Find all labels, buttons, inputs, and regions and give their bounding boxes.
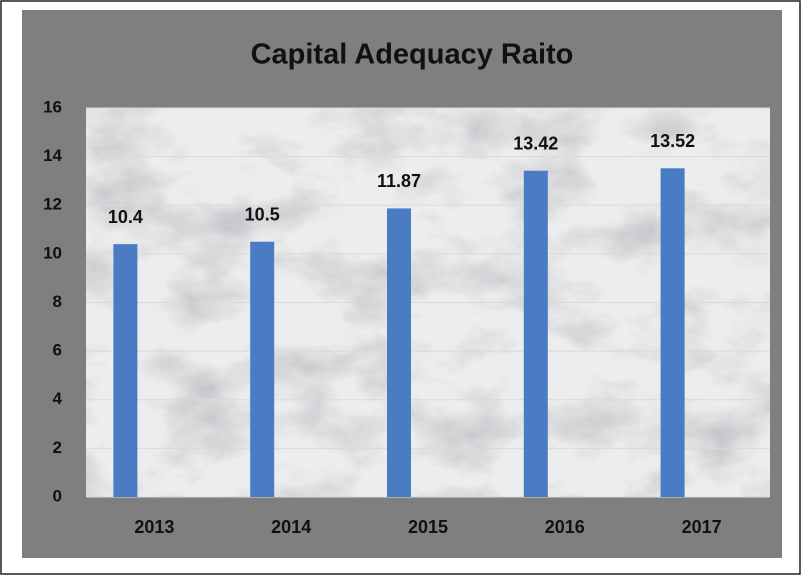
x-tick-label: 2017 [682,517,722,537]
bar [523,170,548,497]
y-tick-label: 8 [53,292,62,311]
y-tick-label: 16 [43,97,62,116]
y-tick-label: 6 [53,341,62,360]
y-tick-label: 0 [53,486,62,505]
x-tick-label: 2013 [134,517,174,537]
bar [660,168,685,498]
y-tick-label: 12 [43,195,62,214]
x-tick-label: 2015 [408,517,448,537]
value-label: 11.87 [377,171,421,191]
bar [250,241,275,497]
y-tick-label: 14 [43,146,62,165]
value-label: 13.42 [513,133,558,153]
x-tick-label: 2016 [545,517,585,537]
value-label: 13.52 [650,131,695,151]
value-label: 10.4 [108,207,143,227]
y-tick-label: 10 [43,243,62,262]
y-tick-label: 2 [53,438,62,457]
y-tick-label: 4 [53,389,63,408]
x-tick-label: 2014 [271,517,311,537]
bar [113,244,138,497]
chart-title: Capital Adequacy Raito [251,39,574,71]
value-label: 10.5 [245,204,280,224]
bar [387,208,411,497]
